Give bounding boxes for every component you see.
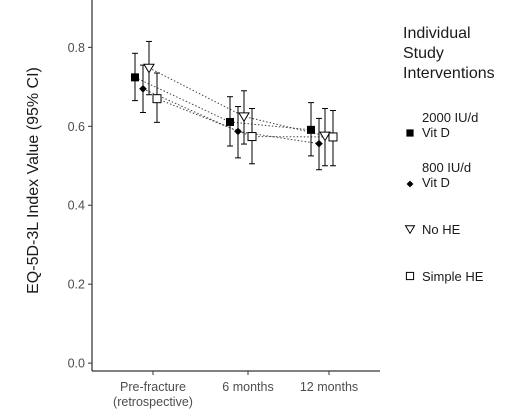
data-point — [247, 132, 257, 142]
y-axis-label: EQ-5D-3L Index Value (95% CI) — [25, 67, 42, 294]
data-point — [234, 127, 242, 136]
data-point — [139, 85, 147, 93]
data-point — [143, 63, 155, 74]
connector-line — [134, 76, 312, 131]
data-point — [315, 139, 323, 148]
data-point — [238, 112, 250, 123]
data-point — [319, 131, 331, 142]
connector-line — [148, 67, 326, 137]
data-point — [131, 73, 139, 82]
y-tick-label: 0.0 — [68, 357, 85, 371]
legend-marker — [406, 129, 414, 137]
x-tick-label: 12 months — [300, 380, 358, 394]
data-point — [328, 132, 338, 142]
x-tick-label: 6 months — [222, 380, 273, 394]
error-bars — [132, 40, 336, 171]
y-tick-label: 0.6 — [68, 120, 85, 134]
data-point — [226, 117, 234, 126]
y-tick-label: 0.8 — [68, 41, 85, 55]
y-tick-label: 0.4 — [68, 199, 85, 213]
data-markers — [131, 63, 338, 148]
data-point — [307, 125, 315, 134]
legend-title: Individual Study Interventions — [403, 25, 495, 82]
legend-marker — [406, 180, 414, 188]
legend-label: 2000 IU/d Vit D — [422, 110, 478, 140]
legend: Individual Study Interventions 2000 IU/d Vit… — [403, 25, 495, 284]
legend-marker — [404, 225, 416, 235]
connector-lines — [134, 67, 334, 145]
legend-label: No HE — [422, 222, 461, 237]
connector-line — [142, 88, 320, 145]
y-tick-label: 0.2 — [68, 278, 85, 292]
axes: 0.0 0.2 0.4 0.6 0.8 Pre-fracture (retrospectiv… — [25, 0, 380, 409]
legend-marker — [405, 271, 415, 281]
x-tick-label: Pre-fracture (retrospective) — [113, 380, 193, 409]
data-point — [152, 94, 162, 104]
legend-label: 800 IU/d Vit D — [422, 160, 471, 190]
legend-label: Simple HE — [422, 269, 484, 284]
